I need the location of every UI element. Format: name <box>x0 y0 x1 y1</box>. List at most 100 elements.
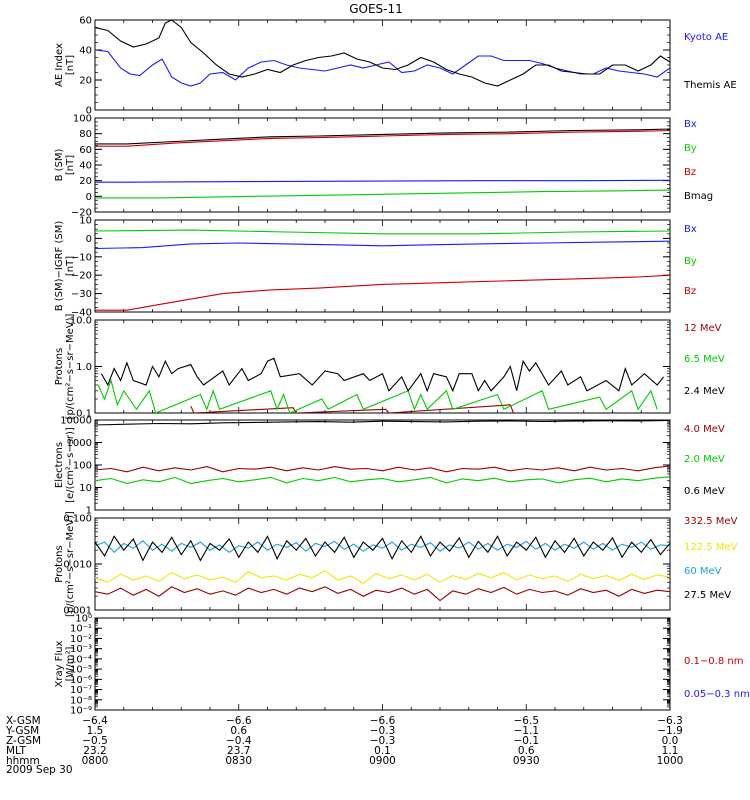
panel-frame <box>94 419 671 511</box>
x-row-value: 0900 <box>369 755 396 767</box>
chart-title: GOES-11 <box>349 2 403 16</box>
legend-entry: 0.05−0.3 nm <box>684 689 750 700</box>
y-axis-label: [nT] <box>65 155 76 175</box>
y-tick-label: 80 <box>79 129 92 140</box>
y-tick-label: 10.0 <box>70 316 92 327</box>
x-row-label: Z-GSM <box>6 735 41 747</box>
legend-entry: 6.5 MeV <box>684 354 725 365</box>
x-row-value: −6.6 <box>226 715 252 727</box>
x-row-label: X-GSM <box>6 715 41 727</box>
y-tick-label: 100 <box>73 461 92 472</box>
date-label: 2009 Sep 30 <box>6 764 73 776</box>
y-tick-label: −20 <box>71 271 92 282</box>
legend-entry: 27.5 MeV <box>684 590 731 601</box>
series-line-4-0-mev <box>95 465 670 473</box>
y-tick-label: 0.1 <box>76 409 92 420</box>
y-tick-label: 40 <box>79 46 92 57</box>
series-line-themis-ae <box>95 20 670 87</box>
legend-entry: 122.5 MeV <box>684 542 738 553</box>
y-tick-label: 0 <box>86 192 92 203</box>
x-row-value: 0.0 <box>662 735 679 747</box>
y-tick-label: 0.001 <box>63 606 92 617</box>
y-tick-label: −10 <box>71 252 92 263</box>
y-axis-label: [W/m²] <box>65 646 76 681</box>
series-line-bmag <box>95 128 670 145</box>
x-row-value: −6.4 <box>82 715 108 727</box>
x-row-value: 0800 <box>82 755 109 767</box>
y-tick-label: 10 <box>79 216 92 227</box>
legend-entry: Bz <box>684 167 696 178</box>
panel-frame <box>94 617 671 711</box>
panel-protons_low: 0.1 1.0 10.0 Protons [p/(cm²−s−sr−MeV)] 12 Me… <box>54 313 725 419</box>
y-axis-label: Electrons <box>54 442 65 488</box>
series-line-2-4-mev <box>100 357 665 393</box>
y-axis-label: [p/(cm²−s−sr−MeV)] <box>65 313 76 419</box>
y-tick-label: 0 <box>86 234 92 245</box>
panel-frame <box>94 319 671 414</box>
y-axis-label: Protons <box>54 545 65 582</box>
x-row-value: 0.6 <box>230 725 247 737</box>
series-line-6-5-mev <box>97 378 658 413</box>
panel-bsm: −20 0 20 40 60 80 100 B (SM) [nT] Bx By Bz Bmag <box>54 114 713 219</box>
legend-entry: 2.4 MeV <box>684 386 725 397</box>
y-tick-label: 60 <box>79 145 92 156</box>
x-row-value: −0.1 <box>514 735 540 747</box>
y-tick-label: 0.100 <box>63 514 92 525</box>
y-tick-label: 10 <box>79 483 92 494</box>
series-line-bx <box>95 179 670 183</box>
x-row-value: 0830 <box>225 755 252 767</box>
panel-frame <box>94 517 671 611</box>
legend-entry: 12 MeV <box>684 323 722 334</box>
y-tick-label: 10⁻⁷ <box>70 685 92 696</box>
series-line-by <box>95 229 670 235</box>
series-line-bx <box>95 240 670 250</box>
legend-entry: By <box>684 256 697 267</box>
y-tick-label: 10⁻⁹ <box>70 706 92 717</box>
y-axis-label: B (SM) <box>54 148 65 181</box>
series-line-bz <box>95 274 670 311</box>
y-tick-label: 10⁻¹ <box>70 624 92 635</box>
y-axis-label: AE Index <box>54 43 65 87</box>
series-line-2-0-mev <box>95 476 670 485</box>
y-tick-label: −20 <box>71 208 92 219</box>
panel-ae: 0 20 40 60 AE Index [nT] Kyoto AE Themis AE <box>54 16 737 117</box>
y-tick-label: 1.0 <box>76 362 92 373</box>
legend-entry: Bx <box>684 119 697 130</box>
legend-entry: 0.6 MeV <box>684 486 725 497</box>
y-tick-label: 10⁻³ <box>70 644 92 655</box>
series-line-27-5-mev <box>95 535 670 562</box>
x-row-value: 0930 <box>513 755 540 767</box>
x-row-value: 23.2 <box>83 745 106 757</box>
y-tick-label: 10⁻⁵ <box>70 665 92 676</box>
y-axis-label: [p/(cm²−s−sr−MeV)] <box>65 511 76 617</box>
series-line-bz <box>95 129 670 147</box>
x-row-value: −0.3 <box>370 735 396 747</box>
y-tick-label: 10⁻⁴ <box>70 654 92 665</box>
y-tick-label: −40 <box>71 308 92 319</box>
y-tick-label: −30 <box>71 289 92 300</box>
x-row-value: 1.5 <box>87 725 104 737</box>
x-row-value: −0.4 <box>226 735 252 747</box>
legend-entry: 2.0 MeV <box>684 454 725 465</box>
y-axis-label: Protons <box>54 348 65 385</box>
series-line-12-mev <box>190 404 515 413</box>
legend-entry: Themis AE <box>683 80 737 91</box>
y-tick-label: 1 <box>86 506 92 517</box>
series-line-0-6-mev <box>95 420 670 426</box>
legend-entry: By <box>684 143 697 154</box>
y-tick-label: 10⁻⁶ <box>70 675 92 686</box>
series-line-by <box>95 189 670 199</box>
y-axis-label: [e/(cm²−s−sr)] <box>65 427 76 503</box>
x-row-label: MLT <box>6 745 26 757</box>
x-row-value: −6.6 <box>370 715 396 727</box>
panel-protons_high: 0.001 0.010 0.100 Protons [p/(cm²−s−sr−MeV)]… <box>54 511 738 617</box>
x-row-value: 23.7 <box>227 745 250 757</box>
x-row-value: 1000 <box>657 755 684 767</box>
y-tick-label: 100 <box>73 114 92 125</box>
x-row-value: 0.6 <box>518 745 535 757</box>
x-row-value: −1.9 <box>657 725 683 737</box>
x-row-value: −0.3 <box>370 725 396 737</box>
series-line-122-5-mev <box>95 569 670 584</box>
